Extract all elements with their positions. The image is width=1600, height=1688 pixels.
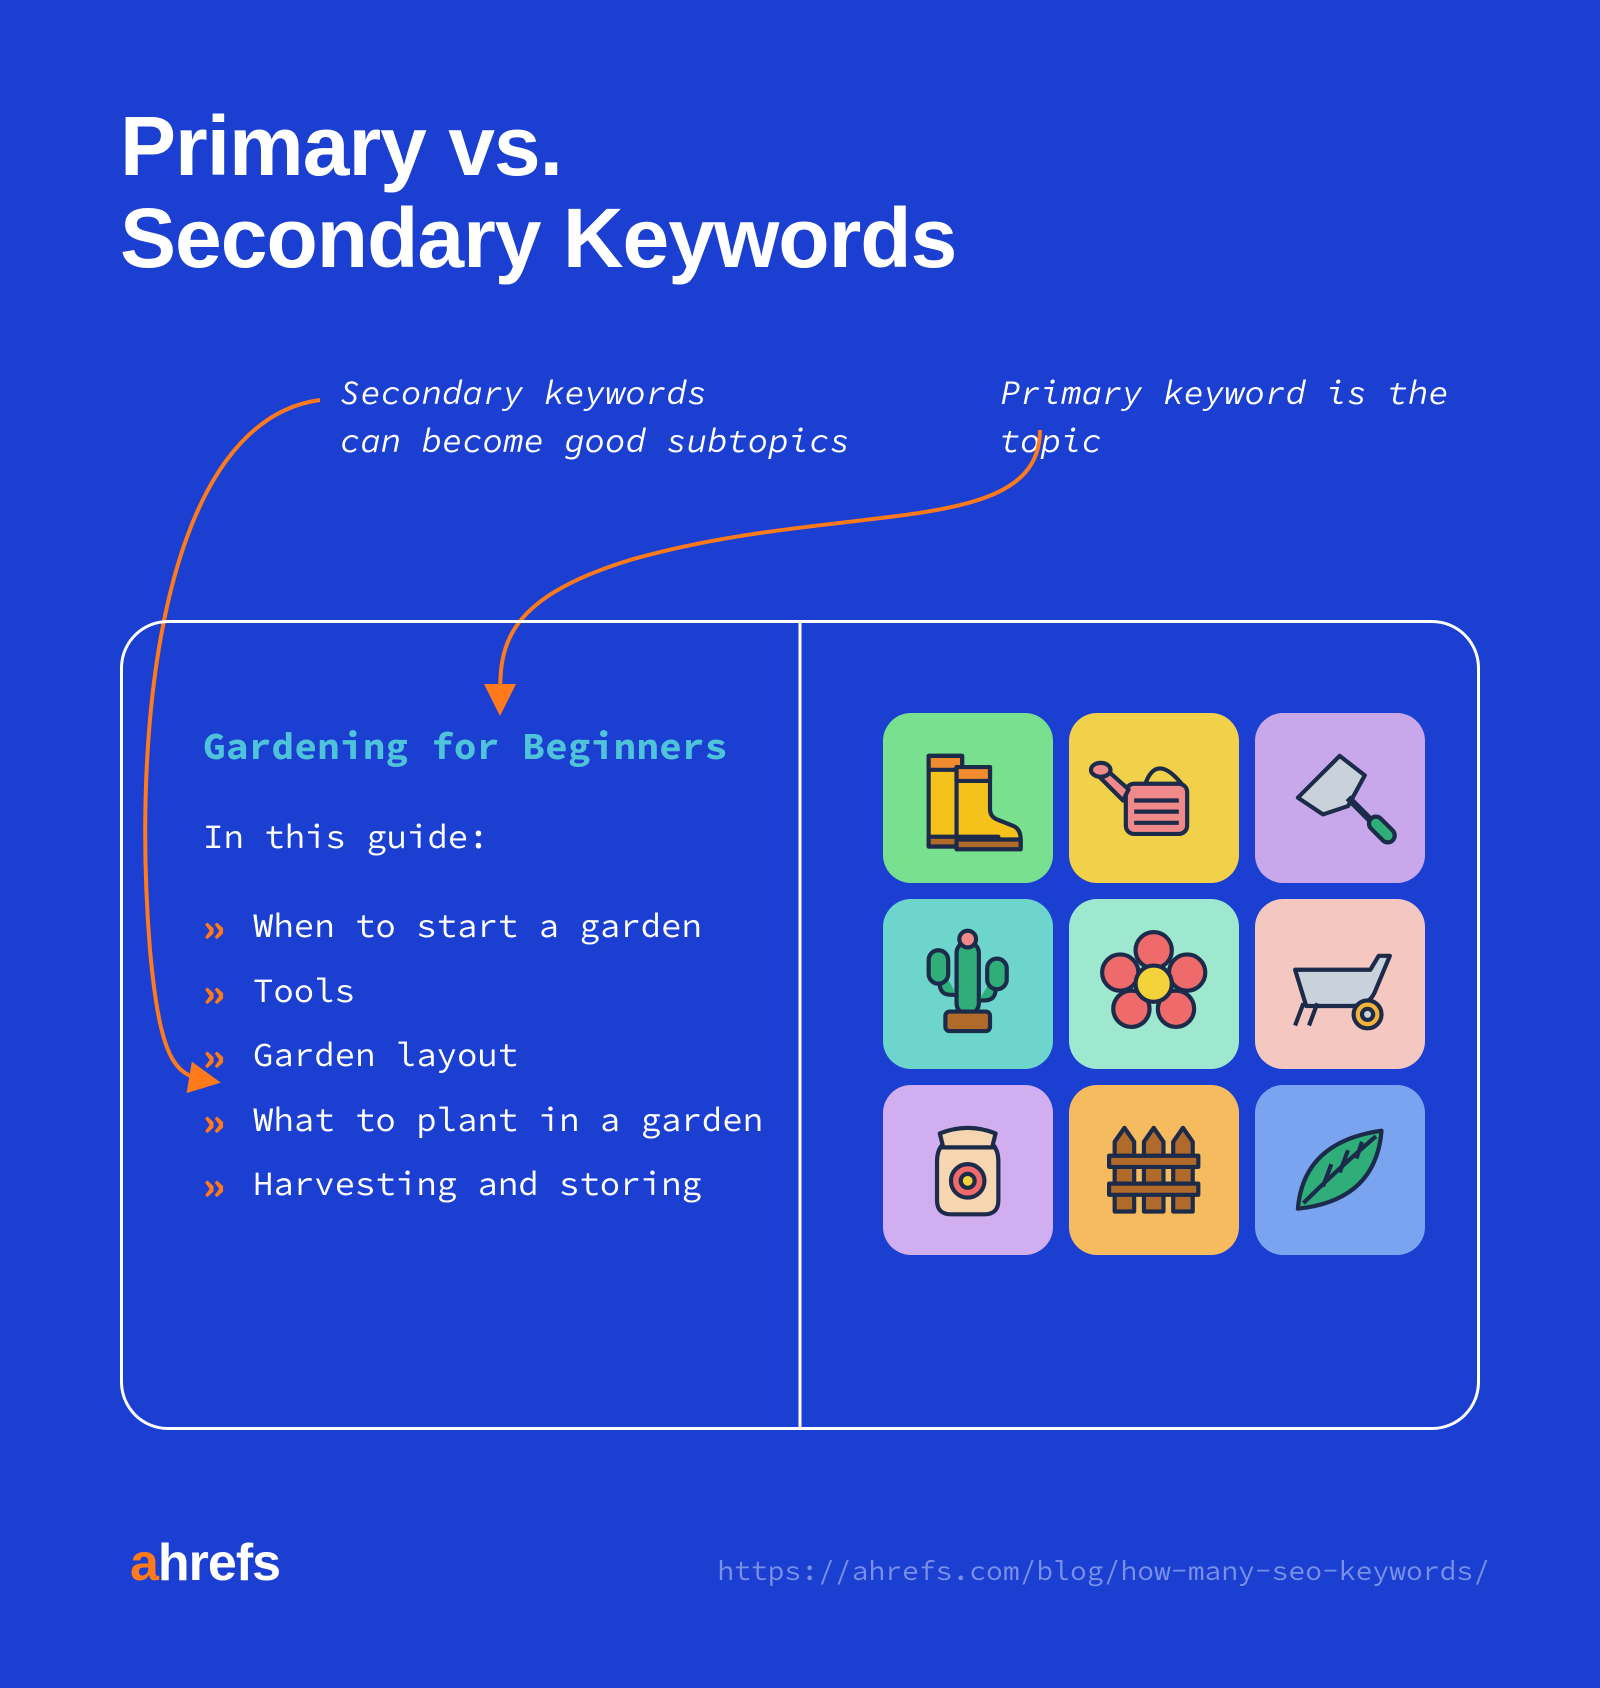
tile-leaf (1255, 1085, 1425, 1255)
list-item: What to plant in a garden (203, 1088, 763, 1153)
page-title: Primary vs.Secondary Keywords (120, 100, 956, 285)
card-divider (799, 623, 802, 1427)
tile-boots (883, 713, 1053, 883)
tile-wheelbarrow (1255, 899, 1425, 1069)
flower-icon (1084, 914, 1223, 1053)
tile-fence (1069, 1085, 1239, 1255)
list-item: When to start a garden (203, 894, 763, 959)
ahrefs-logo: ahrefs (130, 1533, 280, 1593)
tile-trowel (1255, 713, 1425, 883)
boots-icon (898, 728, 1037, 867)
guide-list: When to start a garden Tools Garden layo… (203, 894, 763, 1217)
list-item: Garden layout (203, 1023, 763, 1088)
tile-seedbag (883, 1085, 1053, 1255)
source-url: https://ahrefs.com/blog/how-many-seo-key… (717, 1552, 1490, 1588)
card-left-panel: Gardening for Beginners In this guide: W… (203, 723, 763, 1217)
wateringcan-icon (1084, 728, 1223, 867)
callout-secondary-text: Secondary keywordscan become good subtop… (340, 372, 850, 462)
tile-flower (1069, 899, 1239, 1069)
icon-grid (883, 713, 1425, 1255)
logo-prefix: a (130, 1534, 158, 1592)
topic-title: Gardening for Beginners (203, 723, 763, 770)
tile-cactus (883, 899, 1053, 1069)
trowel-icon (1270, 728, 1409, 867)
tile-wateringcan (1069, 713, 1239, 883)
title-line-1: Primary vs.Secondary Keywords (120, 99, 956, 285)
logo-suffix: hrefs (158, 1534, 280, 1592)
callout-secondary: Secondary keywordscan become good subtop… (340, 370, 900, 465)
callout-primary-text: Primary keyword is the topic (1000, 372, 1449, 462)
leaf-icon (1270, 1100, 1409, 1239)
example-card: Gardening for Beginners In this guide: W… (120, 620, 1480, 1430)
guide-label: In this guide: (203, 816, 763, 858)
seedbag-icon (898, 1100, 1037, 1239)
callout-primary: Primary keyword is the topic (1000, 370, 1520, 465)
cactus-icon (898, 914, 1037, 1053)
list-item: Tools (203, 959, 763, 1024)
list-item: Harvesting and storing (203, 1152, 763, 1217)
fence-icon (1084, 1100, 1223, 1239)
wheelbarrow-icon (1270, 914, 1409, 1053)
